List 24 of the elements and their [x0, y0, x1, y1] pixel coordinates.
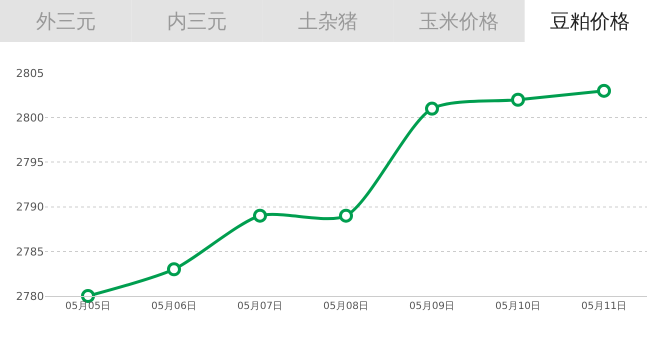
- point: [425, 102, 439, 116]
- y-tick-label: 2795: [16, 156, 44, 170]
- text: 豆粕价格: [550, 9, 630, 33]
- x-tick-label: 05月10日: [495, 301, 541, 312]
- point: [167, 262, 181, 276]
- text: 土杂猪: [298, 9, 358, 33]
- x-tick-label: 05月05日: [65, 301, 111, 312]
- x-tick-label: 05月06日: [151, 301, 197, 312]
- point: [597, 84, 611, 98]
- x-tick-label: 05月09日: [409, 301, 455, 312]
- y-tick-label: 2805: [16, 66, 44, 80]
- text: 外三元: [36, 9, 96, 33]
- point: [253, 208, 267, 223]
- y-tick-label: 2800: [16, 111, 44, 124]
- y-tick-label: 2790: [16, 200, 44, 214]
- x-tick-label: 05月07日: [237, 301, 283, 312]
- x-tick-label: 05月11日: [581, 301, 627, 312]
- point: [339, 208, 353, 223]
- x-tick-label: 05月08日: [323, 301, 369, 312]
- text: 玉米价格: [419, 9, 499, 33]
- point: [511, 92, 525, 107]
- y-tick-label: 2780: [16, 290, 44, 303]
- y-tick-label: 2785: [16, 245, 44, 258]
- text: 内三元: [167, 9, 227, 33]
